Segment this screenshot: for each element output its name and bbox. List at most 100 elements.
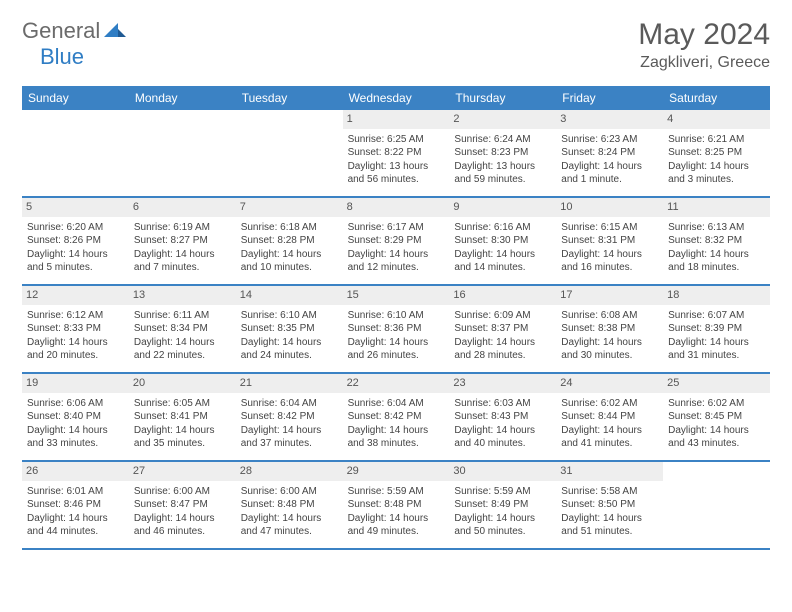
daylight-line: Daylight: 14 hours and 40 minutes. [454,424,551,451]
week-row: 12Sunrise: 6:12 AMSunset: 8:33 PMDayligh… [22,286,770,374]
sunrise-line: Sunrise: 6:17 AM [348,221,445,235]
day-number: 28 [236,462,343,481]
day-number: 24 [556,374,663,393]
day-cell: 13Sunrise: 6:11 AMSunset: 8:34 PMDayligh… [129,286,236,372]
day-number: 14 [236,286,343,305]
weekday-header: SundayMondayTuesdayWednesdayThursdayFrid… [22,86,770,110]
day-number: 26 [22,462,129,481]
sunrise-line: Sunrise: 6:08 AM [561,309,658,323]
day-number: 13 [129,286,236,305]
day-number: 22 [343,374,450,393]
day-cell: 25Sunrise: 6:02 AMSunset: 8:45 PMDayligh… [663,374,770,460]
sunset-line: Sunset: 8:24 PM [561,146,658,160]
header: General May 2024 Zagkliveri, Greece [22,18,770,72]
sunset-line: Sunset: 8:42 PM [241,410,338,424]
daylight-line: Daylight: 14 hours and 12 minutes. [348,248,445,275]
daylight-line: Daylight: 14 hours and 28 minutes. [454,336,551,363]
sunset-line: Sunset: 8:31 PM [561,234,658,248]
day-cell: 21 Sunrise: 6:04 AMSunset: 8:42 PMDayligh… [236,374,343,460]
sunrise-line: Sunrise: 6:16 AM [454,221,551,235]
sunset-line: Sunset: 8:39 PM [668,322,765,336]
day-number: 5 [22,198,129,217]
day-cell: 3Sunrise: 6:23 AMSunset: 8:24 PMDaylight… [556,110,663,196]
week-row: 5Sunrise: 6:20 AMSunset: 8:26 PMDaylight… [22,198,770,286]
daylight-line: Daylight: 14 hours and 10 minutes. [241,248,338,275]
day-number: 21 [236,374,343,393]
daylight-line: Daylight: 14 hours and 1 minute. [561,160,658,187]
day-cell: 26 Sunrise: 6:01 AMSunset: 8:46 PMDayligh… [22,462,129,548]
day-number: 9 [449,198,556,217]
daylight-line: Daylight: 14 hours and 20 minutes. [27,336,124,363]
day-cell: 18 Sunrise: 6:07 AMSunset: 8:39 PMDayligh… [663,286,770,372]
day-number: 2 [449,110,556,129]
logo-triangle-icon [104,21,126,42]
weekday-sunday: Sunday [22,86,129,110]
day-cell [236,110,343,196]
day-number: 8 [343,198,450,217]
sunset-line: Sunset: 8:45 PM [668,410,765,424]
sunset-line: Sunset: 8:42 PM [348,410,445,424]
day-number: 1 [343,110,450,129]
sunset-line: Sunset: 8:49 PM [454,498,551,512]
day-cell: 15Sunrise: 6:10 AMSunset: 8:36 PMDayligh… [343,286,450,372]
sunrise-line: Sunrise: 6:18 AM [241,221,338,235]
day-cell: 12Sunrise: 6:12 AMSunset: 8:33 PMDayligh… [22,286,129,372]
day-cell: 4Sunrise: 6:21 AMSunset: 8:25 PMDaylight… [663,110,770,196]
weekday-monday: Monday [129,86,236,110]
daylight-line: Daylight: 14 hours and 37 minutes. [241,424,338,451]
day-number: 15 [343,286,450,305]
sunrise-line: Sunrise: 6:10 AM [241,309,338,323]
day-cell: 2Sunrise: 6:24 AMSunset: 8:23 PMDaylight… [449,110,556,196]
daylight-line: Daylight: 14 hours and 33 minutes. [27,424,124,451]
day-number: 11 [663,198,770,217]
daylight-line: Daylight: 14 hours and 51 minutes. [561,512,658,539]
daylight-line: Daylight: 14 hours and 31 minutes. [668,336,765,363]
sunset-line: Sunset: 8:37 PM [454,322,551,336]
day-number: 23 [449,374,556,393]
daylight-line: Daylight: 14 hours and 18 minutes. [668,248,765,275]
sunrise-line: Sunrise: 6:02 AM [561,397,658,411]
title-block: May 2024 Zagkliveri, Greece [638,18,770,72]
sunset-line: Sunset: 8:29 PM [348,234,445,248]
sunset-line: Sunset: 8:27 PM [134,234,231,248]
day-cell: 30Sunrise: 5:59 AMSunset: 8:49 PMDayligh… [449,462,556,548]
day-number: 20 [129,374,236,393]
sunrise-line: Sunrise: 6:24 AM [454,133,551,147]
daylight-line: Daylight: 14 hours and 30 minutes. [561,336,658,363]
weekday-thursday: Thursday [449,86,556,110]
sunset-line: Sunset: 8:41 PM [134,410,231,424]
daylight-line: Daylight: 14 hours and 14 minutes. [454,248,551,275]
day-cell: 10Sunrise: 6:15 AMSunset: 8:31 PMDayligh… [556,198,663,284]
day-number: 16 [449,286,556,305]
sunset-line: Sunset: 8:26 PM [27,234,124,248]
sunrise-line: Sunrise: 6:02 AM [668,397,765,411]
week-row: 1Sunrise: 6:25 AMSunset: 8:22 PMDaylight… [22,110,770,198]
sunrise-line: Sunrise: 6:15 AM [561,221,658,235]
sunrise-line: Sunrise: 6:00 AM [241,485,338,499]
daylight-line: Daylight: 14 hours and 22 minutes. [134,336,231,363]
sunrise-line: Sunrise: 6:25 AM [348,133,445,147]
day-cell: 5Sunrise: 6:20 AMSunset: 8:26 PMDaylight… [22,198,129,284]
sunrise-line: Sunrise: 6:01 AM [27,485,124,499]
day-cell: 9Sunrise: 6:16 AMSunset: 8:30 PMDaylight… [449,198,556,284]
daylight-line: Daylight: 14 hours and 38 minutes. [348,424,445,451]
weekday-tuesday: Tuesday [236,86,343,110]
daylight-line: Daylight: 13 hours and 59 minutes. [454,160,551,187]
sunrise-line: Sunrise: 6:10 AM [348,309,445,323]
day-number: 18 [663,286,770,305]
sunset-line: Sunset: 8:25 PM [668,146,765,160]
sunset-line: Sunset: 8:46 PM [27,498,124,512]
day-cell: 28Sunrise: 6:00 AMSunset: 8:48 PMDayligh… [236,462,343,548]
daylight-line: Daylight: 14 hours and 44 minutes. [27,512,124,539]
sunset-line: Sunset: 8:38 PM [561,322,658,336]
sunrise-line: Sunrise: 6:04 AM [241,397,338,411]
day-cell: 17Sunrise: 6:08 AMSunset: 8:38 PMDayligh… [556,286,663,372]
calendar: SundayMondayTuesdayWednesdayThursdayFrid… [22,86,770,550]
sunset-line: Sunset: 8:36 PM [348,322,445,336]
day-number: 6 [129,198,236,217]
day-cell: 22Sunrise: 6:04 AMSunset: 8:42 PMDayligh… [343,374,450,460]
day-cell: 16Sunrise: 6:09 AMSunset: 8:37 PMDayligh… [449,286,556,372]
day-cell: 23Sunrise: 6:03 AMSunset: 8:43 PMDayligh… [449,374,556,460]
daylight-line: Daylight: 14 hours and 46 minutes. [134,512,231,539]
sunrise-line: Sunrise: 6:07 AM [668,309,765,323]
